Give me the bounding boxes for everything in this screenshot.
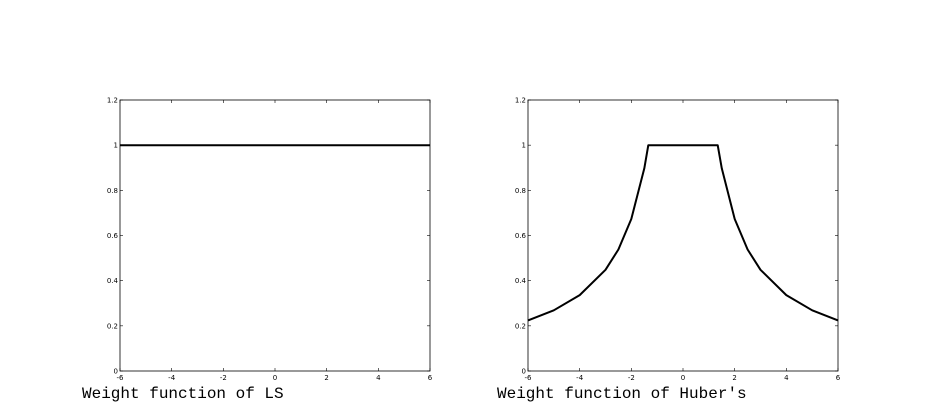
huber-weight-panel: -6 -4 -2 0 2 4 6 0 0.2 0.4 0.6 0.8 1 1.2 Weight functi… <box>497 97 841 404</box>
huber-x-tick-label: 4 <box>784 374 789 382</box>
ls-y-tick-label: 0.4 <box>107 277 119 285</box>
ls-weight-panel: -6 -4 -2 0 2 4 6 0 0.2 0.4 0.6 0.8 1 1.2 Weight functi… <box>82 97 433 404</box>
huber-x-tick-label: -4 <box>576 374 584 382</box>
huber-y-tick-label: 1.2 <box>515 97 526 105</box>
ls-y-tick-label: 0.2 <box>107 322 118 330</box>
huber-x-tick-label: 2 <box>732 374 736 382</box>
ls-x-tick-label: -4 <box>168 374 176 382</box>
ls-y-tick-label: 1 <box>114 142 118 150</box>
ls-caption: Weight function of LS <box>82 385 284 403</box>
ls-x-tick-label: 2 <box>324 374 328 382</box>
huber-x-tick-label: 6 <box>836 374 841 382</box>
huber-caption: Weight function of Huber's <box>497 385 747 403</box>
ls-axes-box <box>119 99 431 372</box>
huber-y-tick-label: 0 <box>522 368 526 376</box>
ls-x-tick-label: 4 <box>376 374 381 382</box>
huber-weight-curve <box>527 144 839 322</box>
huber-y-tick-label: 1 <box>522 142 526 150</box>
huber-x-tick-label: -2 <box>628 374 635 382</box>
ls-x-tick-label: 6 <box>428 374 433 382</box>
ls-x-tick-label: -6 <box>117 374 125 382</box>
huber-y-tick-label: 0.4 <box>515 277 527 285</box>
huber-y-tick-label: 0.6 <box>515 232 527 240</box>
huber-y-tick-label: 0.8 <box>515 187 526 195</box>
ls-y-tick-label: 0 <box>114 368 118 376</box>
ls-y-tick-label: 0.8 <box>107 187 118 195</box>
huber-y-tick-label: 0.2 <box>515 322 526 330</box>
ls-x-tick-label: -2 <box>220 374 227 382</box>
ls-y-tick-label: 0.6 <box>107 232 119 240</box>
huber-x-tick-label: -6 <box>525 374 533 382</box>
huber-x-tick-label: 0 <box>681 374 685 382</box>
huber-axes-box <box>527 99 839 372</box>
ls-y-tick-label: 1.2 <box>107 97 118 105</box>
ls-x-tick-label: 0 <box>273 374 277 382</box>
